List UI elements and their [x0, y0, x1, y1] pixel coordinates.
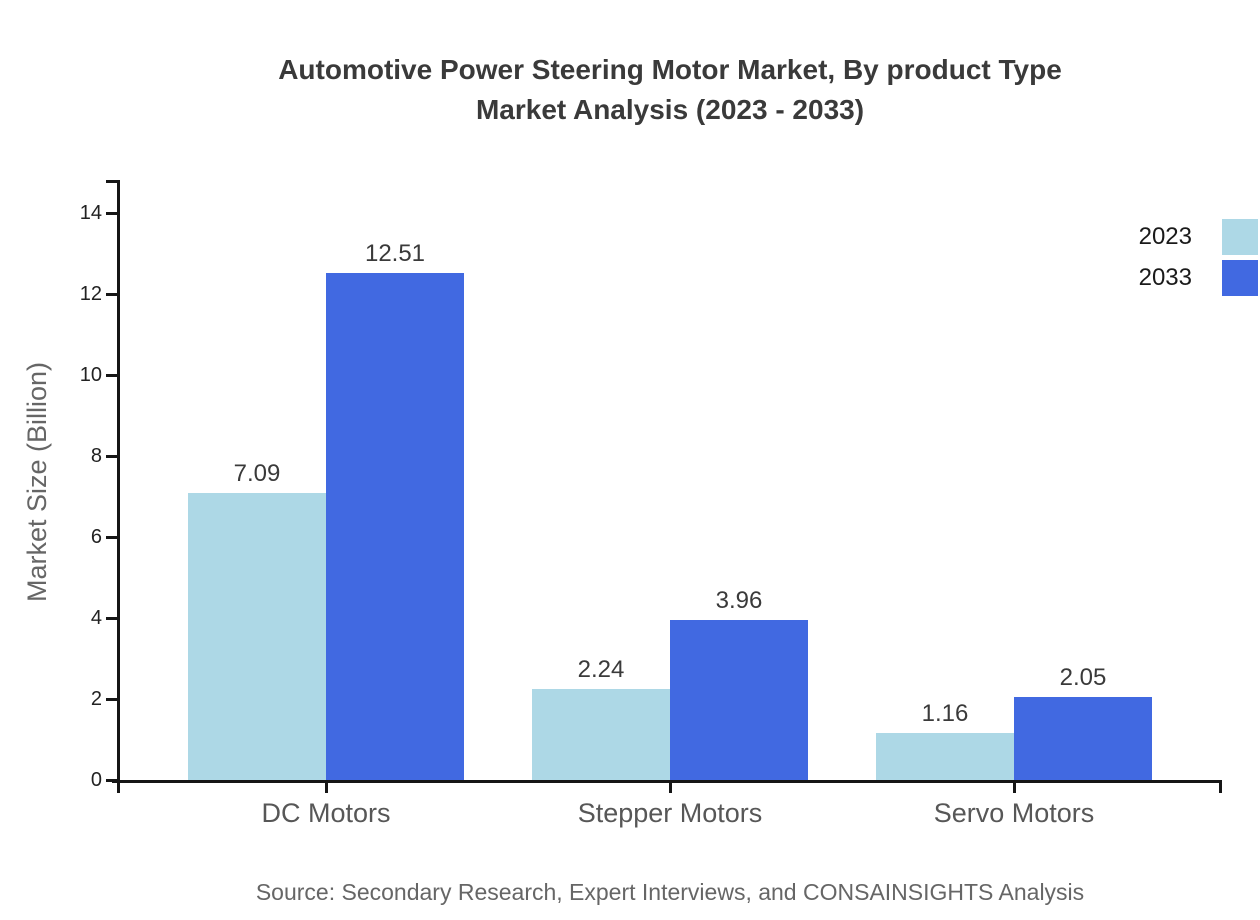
x-tick-mark — [1013, 780, 1016, 793]
bar-value-label: 3.96 — [715, 587, 763, 614]
x-axis-right-cap — [1219, 780, 1222, 793]
source-note: Source: Secondary Research, Expert Inter… — [255, 879, 1085, 905]
y-axis-spine — [117, 180, 120, 783]
bar-2033-dc-motors — [326, 273, 464, 780]
y-tick-label: 4 — [90, 607, 102, 629]
x-category-label: DC Motors — [261, 798, 391, 828]
y-tick-mark — [106, 698, 118, 701]
chart-title: Automotive Power Steering Motor Market, … — [80, 50, 1260, 130]
bar-2023-dc-motors — [188, 493, 326, 780]
x-tick-mark — [325, 780, 328, 793]
y-tick-mark — [106, 617, 118, 620]
y-tick-label: 6 — [90, 526, 102, 548]
y-tick-mark — [106, 779, 118, 782]
bar-value-label: 12.51 — [364, 240, 426, 267]
x-axis-spine — [112, 780, 1222, 783]
bar-value-label: 1.16 — [921, 700, 969, 727]
chart-title-line-1: Automotive Power Steering Motor Market, … — [278, 54, 1062, 85]
y-tick-label: 8 — [90, 445, 102, 467]
y-tick-mark — [106, 293, 118, 296]
x-tick-mark — [669, 780, 672, 793]
x-axis-left-cap — [117, 780, 120, 793]
legend-swatch-2033 — [1222, 260, 1258, 296]
y-tick-label: 10 — [79, 364, 102, 386]
x-category-label: Stepper Motors — [577, 798, 763, 828]
bar-2023-servo-motors — [876, 733, 1014, 780]
y-tick-label: 12 — [79, 283, 102, 305]
legend-item-2023: 2023 — [1139, 219, 1258, 255]
y-tick-mark — [106, 455, 118, 458]
y-tick-label: 0 — [90, 769, 102, 791]
legend: 2023 2033 — [1139, 219, 1258, 301]
y-tick-mark — [106, 212, 118, 215]
legend-label-2033: 2033 — [1138, 264, 1192, 291]
legend-label-2023: 2023 — [1138, 223, 1192, 250]
bar-2033-servo-motors — [1014, 697, 1152, 780]
x-category-label: Servo Motors — [933, 798, 1095, 828]
bar-value-label: 7.09 — [233, 460, 281, 487]
bar-value-label: 2.05 — [1059, 664, 1107, 691]
y-axis-top-cap — [106, 180, 120, 183]
y-tick-label: 2 — [90, 688, 102, 710]
bar-2033-stepper-motors — [670, 620, 808, 780]
chart-title-line-2: Market Analysis (2023 - 2033) — [475, 94, 865, 125]
y-tick-mark — [106, 536, 118, 539]
bar-2023-stepper-motors — [532, 689, 670, 780]
legend-item-2033: 2033 — [1139, 260, 1258, 296]
bar-value-label: 2.24 — [577, 656, 625, 683]
y-tick-label: 14 — [79, 202, 102, 224]
legend-swatch-2023 — [1222, 219, 1258, 255]
y-tick-mark — [106, 374, 118, 377]
